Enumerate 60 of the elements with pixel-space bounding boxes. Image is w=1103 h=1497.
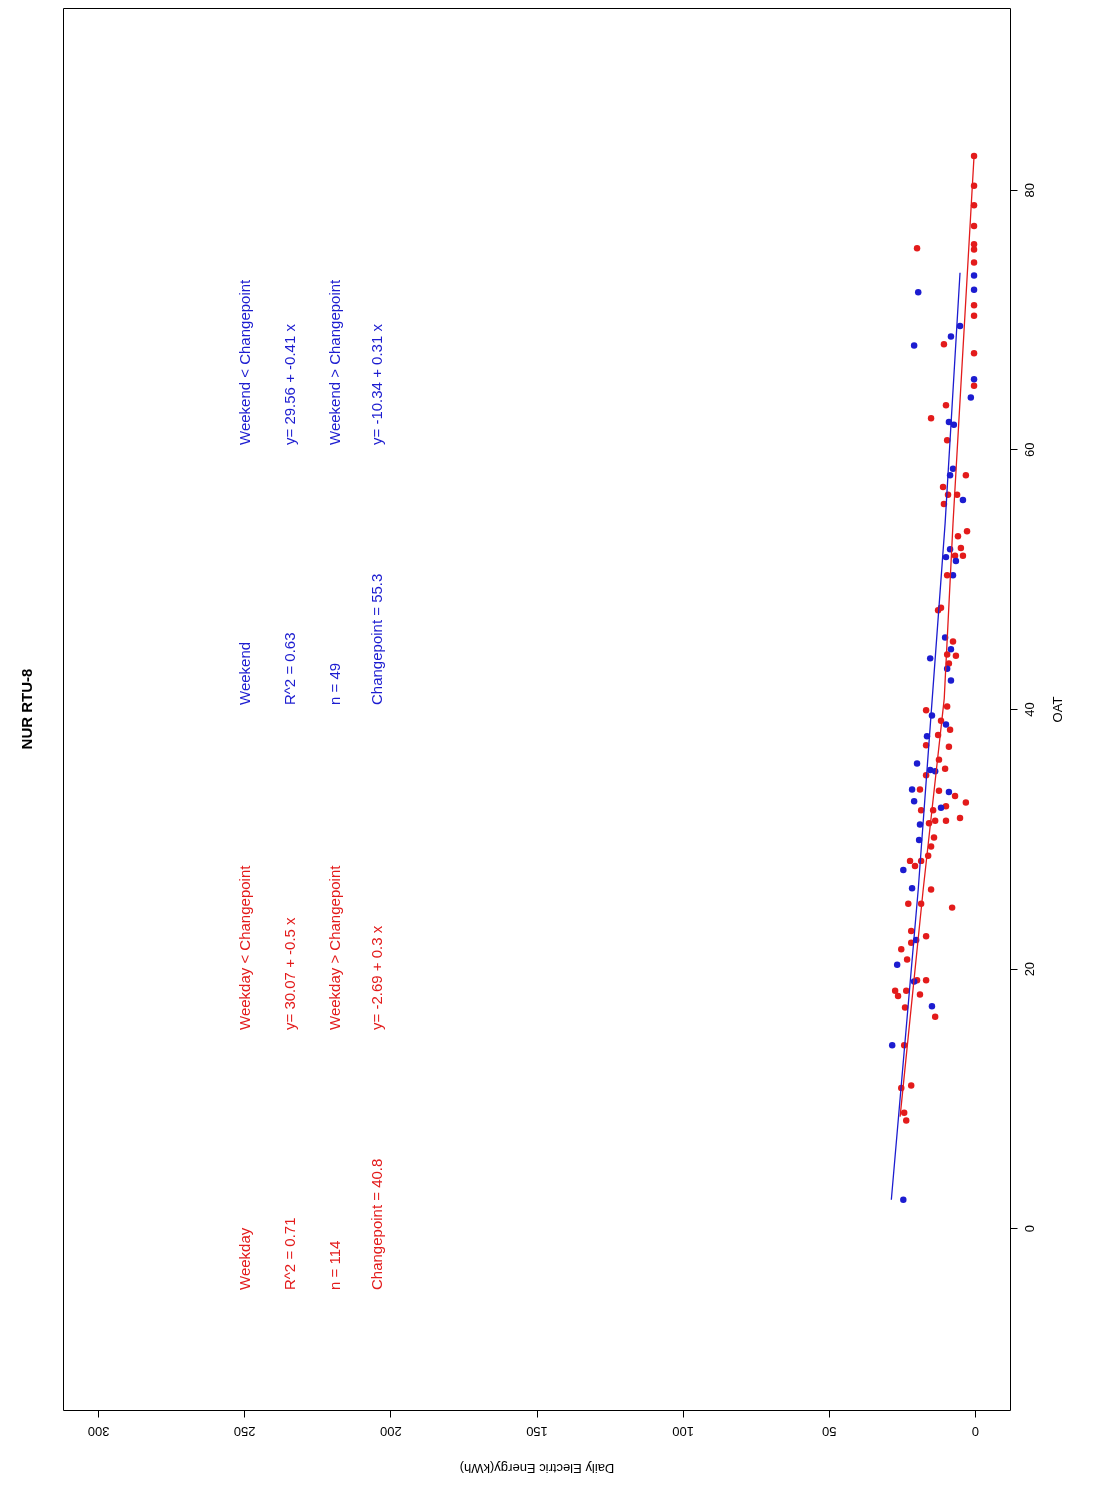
point (888, 1041, 896, 1049)
point (970, 286, 978, 293)
point (947, 646, 955, 653)
annotation: Weekday (236, 1227, 253, 1290)
point (949, 465, 957, 473)
point (945, 788, 953, 796)
point (970, 272, 978, 279)
point (908, 884, 916, 892)
annotation: Changepoint = 40.8 (368, 1158, 385, 1290)
x-tick-label: 100 (672, 1423, 694, 1439)
point (893, 961, 901, 968)
point (900, 866, 907, 874)
point (947, 333, 955, 340)
point (942, 553, 950, 561)
annotation: y= 29.56 + -0.41 x (281, 323, 298, 445)
point (908, 786, 916, 793)
point (916, 821, 924, 828)
annotation: Weekday < Changepoint (236, 864, 253, 1030)
y-axis-title: OAT (1049, 696, 1065, 723)
point (942, 721, 950, 728)
annotation: Weekend < Changepoint (236, 278, 253, 445)
annotation: n = 114 (326, 1240, 343, 1290)
point (970, 376, 978, 383)
point (928, 1003, 936, 1010)
point (914, 289, 922, 296)
x-axis-title: Daily Electric Energy(kWh) (459, 1460, 615, 1476)
x-tick-label: 300 (87, 1423, 110, 1439)
x-tick-label: 150 (526, 1423, 548, 1439)
annotation: R^2 = 0.63 (281, 632, 298, 705)
annotation: R^2 = 0.71 (281, 1217, 298, 1290)
point (937, 804, 945, 811)
annotation: y= -2.69 + 0.3 x (368, 925, 385, 1030)
point (959, 496, 967, 504)
annotation: Weekday > Changepoint (326, 864, 343, 1030)
point (952, 557, 960, 565)
x-tick-label: 0 (971, 1423, 980, 1439)
point (910, 342, 918, 349)
annotation: y= -10.34 + 0.31 x (368, 323, 385, 445)
point (910, 797, 918, 805)
point (947, 677, 955, 684)
y-tick-label: 40 (1021, 702, 1037, 717)
annotation: Weekend > Changepoint (326, 278, 343, 445)
x-tick-label: 50 (822, 1423, 837, 1439)
annotation: Weekend (236, 641, 253, 705)
y-tick-label: 0 (1021, 1225, 1037, 1233)
point (913, 760, 921, 767)
x-tick-label: 250 (233, 1423, 256, 1439)
y-tick-label: 80 (1021, 183, 1037, 198)
point (956, 322, 964, 330)
annotation: n = 49 (326, 662, 343, 705)
point (967, 394, 975, 401)
annotation: Changepoint = 55.3 (368, 573, 385, 705)
point (900, 1196, 907, 1203)
line-series (890, 272, 961, 1201)
text: NUR RTU-8 (18, 668, 35, 750)
y-tick-label: 60 (1021, 442, 1037, 458)
x-tick-label: 200 (380, 1423, 402, 1439)
point (926, 655, 934, 662)
y-tick-label: 20 (1021, 961, 1037, 977)
annotation: y= 30.07 + -0.5 x (281, 916, 298, 1030)
